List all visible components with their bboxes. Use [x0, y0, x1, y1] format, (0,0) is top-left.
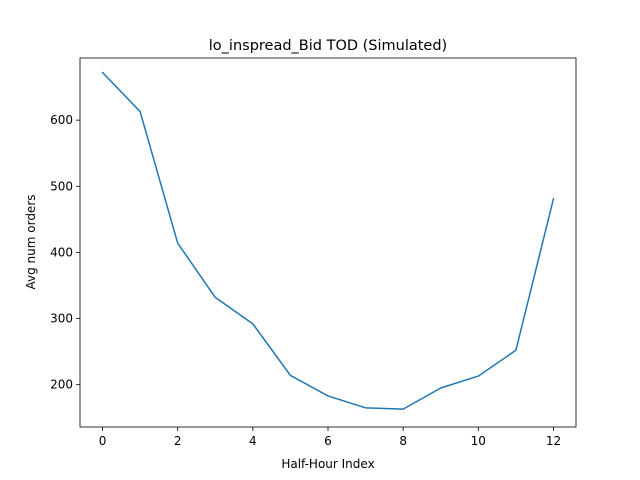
series-line-0: [101, 71, 555, 410]
x-tick-label: 2: [174, 434, 182, 448]
x-tick-label: 0: [99, 434, 107, 448]
chart-title: lo_inspread_Bid TOD (Simulated): [209, 38, 447, 54]
x-axis-label: Half-Hour Index: [281, 457, 374, 471]
x-tick-label: 12: [546, 434, 561, 448]
x-tick-label: 10: [471, 434, 486, 448]
y-tick-label: 500: [50, 179, 73, 193]
y-tick-label: 200: [50, 378, 73, 392]
y-axis-ticks: 200 300 400 500 600: [50, 113, 80, 392]
x-tick-label: 8: [399, 434, 407, 448]
x-axis-ticks: 0 2 4 6 8 10 12: [99, 427, 561, 448]
plot-frame: [79, 57, 577, 428]
y-axis-label: Avg num orders: [24, 194, 38, 289]
y-tick-label: 600: [50, 113, 73, 127]
y-tick-label: 400: [50, 245, 73, 259]
y-tick-label: 300: [50, 312, 73, 326]
x-tick-label: 6: [324, 434, 332, 448]
plot-area: [79, 57, 577, 428]
x-tick-label: 4: [249, 434, 257, 448]
